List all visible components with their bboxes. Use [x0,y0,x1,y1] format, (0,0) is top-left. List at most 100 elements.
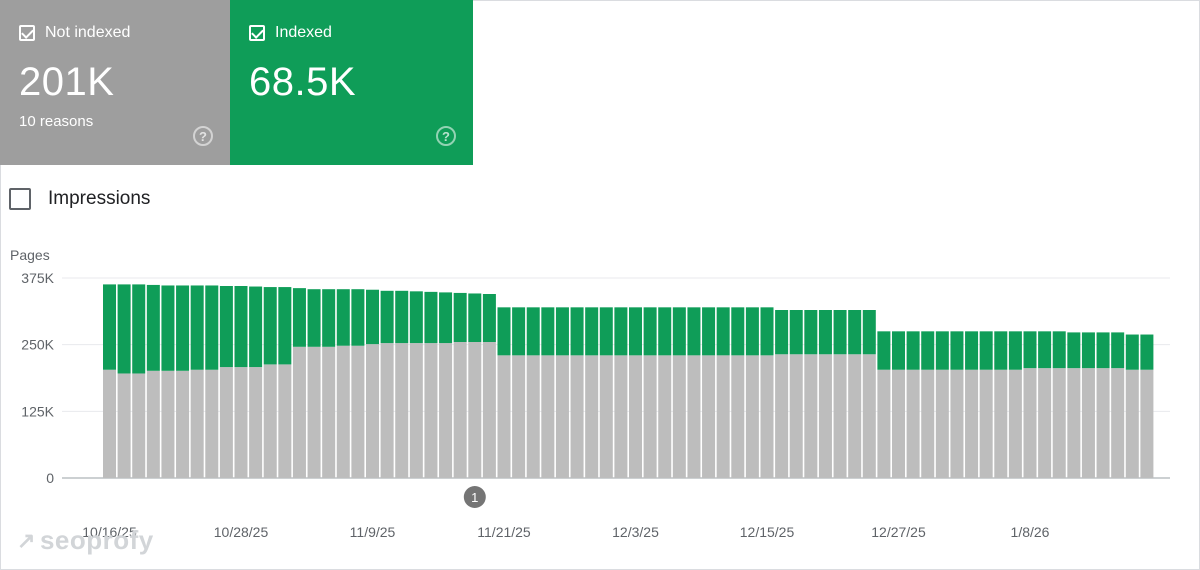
indexed-toggle[interactable]: Indexed [249,24,332,42]
bar-not-indexed[interactable] [935,369,949,478]
bar-indexed[interactable] [760,307,774,356]
bar-indexed[interactable] [716,307,730,356]
bar-indexed[interactable] [1023,331,1037,369]
bar-indexed[interactable] [1067,332,1081,369]
bar-not-indexed[interactable] [760,355,774,478]
bar-indexed[interactable] [1081,332,1095,369]
bar-not-indexed[interactable] [643,355,657,478]
bar-not-indexed[interactable] [263,364,277,478]
bar-indexed[interactable] [161,285,175,371]
bar-not-indexed[interactable] [672,355,686,478]
bar-indexed[interactable] [570,307,584,356]
bar-indexed[interactable] [629,307,643,356]
bar-indexed[interactable] [366,289,380,345]
bar-indexed[interactable] [292,288,306,347]
checkbox-checked-icon[interactable] [19,25,35,41]
bar-indexed[interactable] [950,331,964,370]
bar-not-indexed[interactable] [687,355,701,478]
bar-indexed[interactable] [322,289,336,347]
help-icon[interactable]: ? [193,126,213,146]
bar-indexed[interactable] [775,310,789,355]
bar-not-indexed[interactable] [804,354,818,478]
bar-indexed[interactable] [804,310,818,355]
bar-not-indexed[interactable] [1008,369,1022,478]
annotation-marker[interactable] [463,486,486,508]
bar-not-indexed[interactable] [892,369,906,478]
bar-not-indexed[interactable] [877,369,891,478]
bar-indexed[interactable] [643,307,657,356]
bar-not-indexed[interactable] [351,345,365,478]
bar-not-indexed[interactable] [745,355,759,478]
bar-indexed[interactable] [745,307,759,356]
bar-indexed[interactable] [439,292,453,344]
bar-indexed[interactable] [117,284,131,374]
bar-indexed[interactable] [862,310,876,355]
bar-not-indexed[interactable] [161,370,175,478]
bar-not-indexed[interactable] [848,354,862,478]
bar-not-indexed[interactable] [1052,368,1066,478]
bar-indexed[interactable] [614,307,628,356]
bar-indexed[interactable] [146,284,160,371]
bar-not-indexed[interactable] [176,370,190,478]
bar-indexed[interactable] [848,310,862,355]
bar-not-indexed[interactable] [205,369,219,478]
bar-not-indexed[interactable] [789,354,803,478]
bar-indexed[interactable] [234,286,248,368]
bar-not-indexed[interactable] [322,346,336,478]
bar-indexed[interactable] [351,289,365,346]
bar-not-indexed[interactable] [614,355,628,478]
bar-not-indexed[interactable] [979,369,993,478]
bar-not-indexed[interactable] [380,343,394,478]
bar-indexed[interactable] [526,307,540,356]
bar-indexed[interactable] [453,292,467,342]
bar-not-indexed[interactable] [366,344,380,478]
bar-indexed[interactable] [833,310,847,355]
bar-indexed[interactable] [687,307,701,356]
bar-indexed[interactable] [1008,331,1022,370]
bar-indexed[interactable] [585,307,599,356]
bar-not-indexed[interactable] [292,346,306,478]
bar-not-indexed[interactable] [818,354,832,478]
bar-indexed[interactable] [965,331,979,370]
bar-not-indexed[interactable] [862,354,876,478]
bar-indexed[interactable] [263,287,277,365]
bar-not-indexed[interactable] [336,345,350,478]
bar-not-indexed[interactable] [526,355,540,478]
bar-indexed[interactable] [892,331,906,370]
bar-not-indexed[interactable] [570,355,584,478]
bar-indexed[interactable] [1096,332,1110,369]
bar-indexed[interactable] [555,307,569,356]
bar-indexed[interactable] [1140,334,1154,370]
bar-indexed[interactable] [176,285,190,371]
bar-indexed[interactable] [1052,331,1066,369]
bar-indexed[interactable] [512,307,526,356]
bar-not-indexed[interactable] [1096,368,1110,478]
checkbox-checked-icon[interactable] [249,25,265,41]
impressions-toggle[interactable]: Impressions [9,188,150,210]
bar-indexed[interactable] [1111,332,1125,369]
bar-indexed[interactable] [921,331,935,370]
bar-indexed[interactable] [468,293,482,342]
bar-indexed[interactable] [658,307,672,356]
bar-not-indexed[interactable] [453,342,467,478]
bar-indexed[interactable] [249,286,263,368]
bar-indexed[interactable] [103,284,117,370]
bar-not-indexed[interactable] [629,355,643,478]
bar-not-indexed[interactable] [1038,368,1052,478]
bar-not-indexed[interactable] [775,354,789,478]
bar-not-indexed[interactable] [249,367,263,478]
bar-not-indexed[interactable] [190,369,204,478]
bar-not-indexed[interactable] [994,369,1008,478]
bar-not-indexed[interactable] [103,369,117,478]
bar-indexed[interactable] [307,289,321,347]
bar-not-indexed[interactable] [1125,369,1139,478]
bar-not-indexed[interactable] [833,354,847,478]
bar-not-indexed[interactable] [307,346,321,478]
bar-not-indexed[interactable] [395,343,409,478]
bar-not-indexed[interactable] [439,343,453,478]
bar-indexed[interactable] [482,294,496,342]
bar-not-indexed[interactable] [278,364,292,478]
bar-indexed[interactable] [818,310,832,355]
bar-indexed[interactable] [409,291,423,344]
indexed-card[interactable]: Indexed 68.5K ? [230,0,473,165]
